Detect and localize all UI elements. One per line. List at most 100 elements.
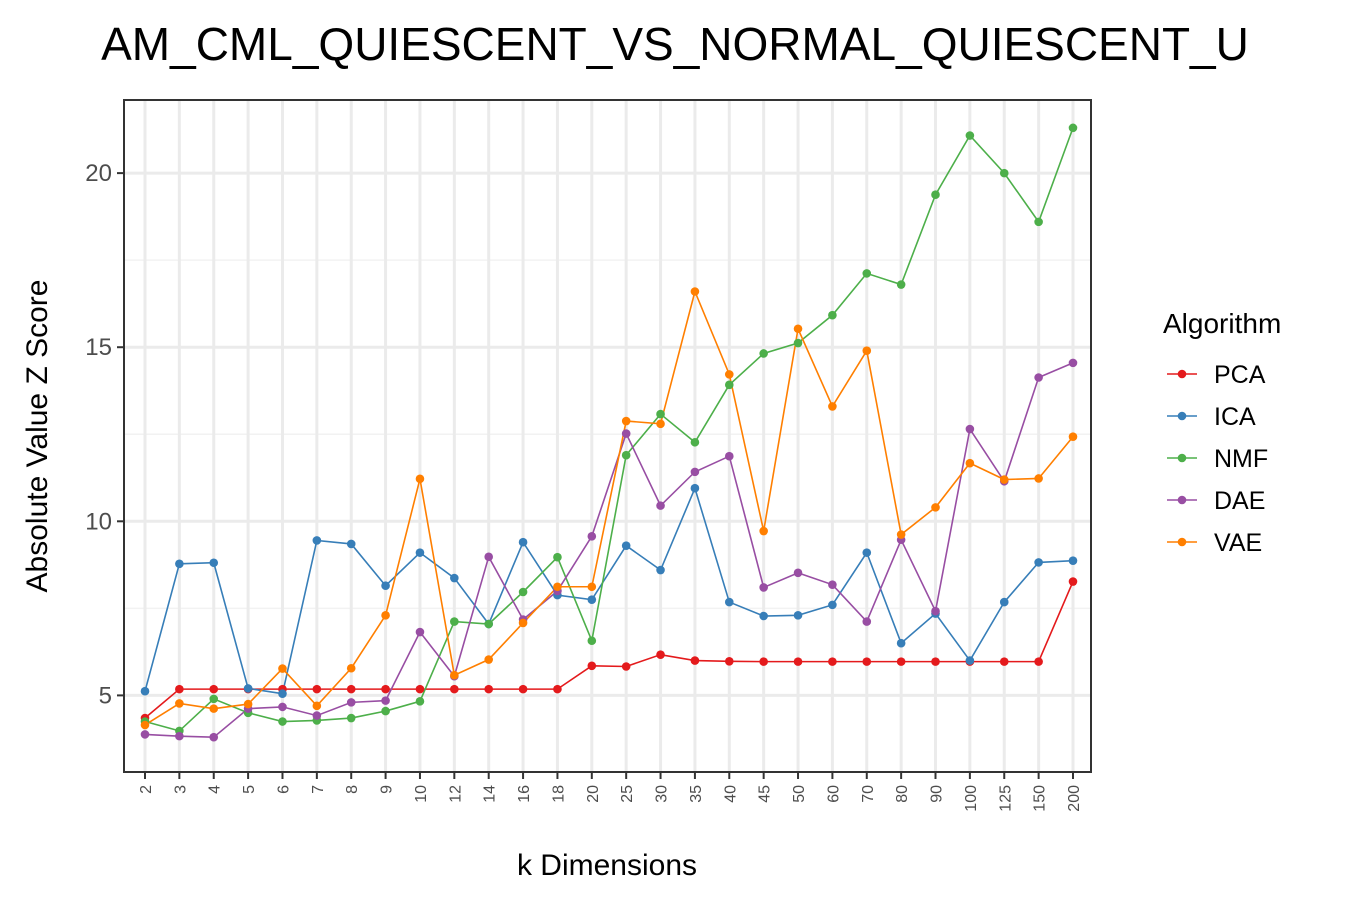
data-point-vae bbox=[862, 346, 872, 355]
y-axis-title: Absolute Value Z Score bbox=[21, 280, 54, 593]
data-point-dae bbox=[656, 501, 665, 510]
data-point-ica bbox=[175, 559, 184, 569]
x-tick-label: 50 bbox=[791, 785, 808, 803]
data-point-ica bbox=[999, 597, 1009, 607]
data-point-pca bbox=[518, 684, 528, 694]
legend-items: PCA ICA NMF DAE VAE bbox=[1167, 361, 1268, 557]
x-tick-label: 90 bbox=[929, 785, 946, 803]
x-tick-label: 35 bbox=[688, 785, 705, 803]
data-point-ica bbox=[518, 537, 528, 547]
data-point-ica bbox=[312, 536, 322, 545]
legend-point-nmf bbox=[1177, 453, 1187, 463]
data-point-nmf bbox=[965, 131, 975, 140]
data-point-nmf bbox=[621, 450, 631, 460]
grid-major bbox=[124, 100, 1091, 772]
data-point-ica bbox=[587, 595, 597, 604]
data-point-pca bbox=[381, 684, 390, 694]
data-point-dae bbox=[1068, 358, 1078, 368]
data-point-nmf bbox=[278, 717, 287, 726]
data-point-nmf bbox=[828, 310, 837, 320]
y-tick-label: 5 bbox=[99, 682, 112, 709]
data-point-nmf bbox=[450, 617, 459, 626]
data-point-dae bbox=[1034, 373, 1043, 382]
data-point-vae bbox=[759, 526, 768, 536]
data-point-pca bbox=[450, 684, 459, 694]
legend-label-pca: PCA bbox=[1214, 361, 1266, 389]
data-point-dae bbox=[587, 531, 597, 541]
data-point-nmf bbox=[724, 380, 734, 390]
data-point-nmf bbox=[484, 619, 494, 629]
plot-border bbox=[123, 99, 1092, 773]
data-point-pca bbox=[793, 657, 803, 666]
data-point-pca bbox=[759, 657, 768, 666]
data-point-vae bbox=[278, 664, 287, 673]
data-point-pca bbox=[896, 657, 906, 666]
data-point-ica bbox=[690, 483, 700, 493]
data-point-pca bbox=[656, 650, 665, 659]
data-point-dae bbox=[759, 583, 768, 592]
x-tick-label: 100 bbox=[963, 785, 980, 812]
legend-point-pca bbox=[1177, 369, 1187, 379]
data-point-nmf bbox=[415, 697, 425, 706]
legend-label-dae: DAE bbox=[1214, 487, 1265, 515]
y-axis-ticks: 5 10 15 20 bbox=[85, 160, 124, 709]
x-tick-label: 70 bbox=[860, 785, 877, 803]
data-point-pca bbox=[828, 657, 837, 666]
data-point-vae bbox=[381, 611, 390, 620]
x-tick-label: 125 bbox=[997, 785, 1014, 812]
x-tick-label: 40 bbox=[722, 785, 739, 803]
data-point-nmf bbox=[346, 713, 356, 723]
data-point-vae bbox=[999, 475, 1009, 484]
x-tick-label: 3 bbox=[172, 785, 189, 794]
data-point-dae bbox=[209, 732, 219, 742]
data-point-vae bbox=[415, 474, 425, 484]
x-tick-label: 16 bbox=[516, 785, 533, 803]
data-point-ica bbox=[793, 611, 803, 620]
data-point-ica bbox=[896, 638, 906, 648]
x-tick-label: 20 bbox=[585, 785, 602, 803]
data-point-nmf bbox=[931, 190, 940, 200]
data-point-nmf bbox=[862, 269, 872, 278]
data-point-dae bbox=[965, 424, 975, 434]
legend-label-nmf: NMF bbox=[1214, 445, 1268, 473]
data-point-ica bbox=[209, 558, 219, 568]
y-tick-label: 10 bbox=[85, 508, 112, 535]
data-point-ica bbox=[759, 611, 768, 621]
data-point-ica bbox=[140, 686, 150, 696]
data-point-vae bbox=[931, 503, 940, 512]
data-point-dae bbox=[621, 429, 631, 438]
data-point-dae bbox=[793, 568, 803, 578]
grid-minor bbox=[124, 259, 1091, 610]
x-tick-label: 9 bbox=[379, 785, 396, 794]
data-point-ica bbox=[965, 656, 975, 665]
series-line-pca bbox=[144, 581, 1074, 719]
data-point-nmf bbox=[587, 636, 597, 646]
series-lines bbox=[144, 127, 1074, 738]
x-tick-label: 2 bbox=[138, 785, 155, 794]
x-tick-label: 45 bbox=[757, 785, 774, 803]
data-point-pca bbox=[312, 684, 322, 694]
data-point-nmf bbox=[793, 338, 803, 348]
x-tick-label: 5 bbox=[241, 785, 258, 794]
data-point-dae bbox=[862, 617, 872, 626]
data-point-vae bbox=[587, 582, 597, 592]
data-point-nmf bbox=[896, 280, 906, 289]
data-point-pca bbox=[931, 657, 940, 666]
data-point-ica bbox=[724, 597, 734, 607]
data-point-dae bbox=[415, 627, 425, 637]
data-point-vae bbox=[140, 720, 150, 730]
data-point-nmf bbox=[690, 437, 700, 447]
data-point-vae bbox=[1068, 432, 1078, 441]
legend-label-vae: VAE bbox=[1214, 529, 1262, 557]
data-point-dae bbox=[312, 711, 322, 720]
data-point-pca bbox=[415, 684, 425, 694]
data-point-ica bbox=[450, 573, 459, 583]
data-point-pca bbox=[690, 656, 700, 665]
x-tick-label: 7 bbox=[310, 785, 327, 794]
x-tick-label: 6 bbox=[275, 785, 292, 794]
data-point-nmf bbox=[553, 552, 562, 562]
data-point-dae bbox=[724, 451, 734, 461]
data-point-ica bbox=[862, 548, 872, 557]
data-point-nmf bbox=[1034, 217, 1043, 227]
data-point-dae bbox=[175, 731, 184, 741]
